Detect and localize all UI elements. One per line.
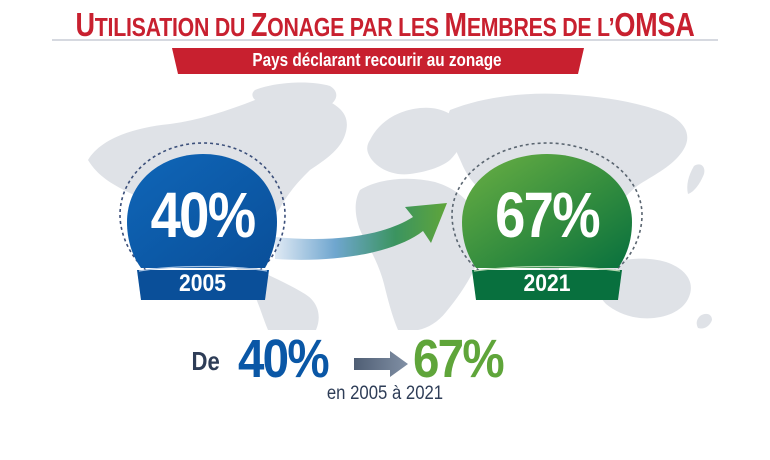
summary-prefix: De [191,346,220,376]
title-part: TILISATION DU [94,12,251,42]
map-europe [367,107,464,175]
title-part: Z [250,6,268,43]
subtitle-text: Pays déclarant recourir au zonage [252,50,502,70]
title-part: EMBRES DE L’ [466,12,615,42]
summary: De 40% 67% en 2005 à 2021 [0,329,770,410]
title-part: U [75,6,95,43]
page-title: UTILISATION DU ZONAGE PAR LES MEMBRES DE… [69,6,700,44]
badge-2005-year: 2005 [179,270,226,297]
badge-2005-value: 40% [150,179,256,251]
summary-from-value: 40% [238,329,330,389]
summary-arrow-icon [354,351,408,377]
title-part: OMSA [614,6,695,43]
map-new-zealand [696,313,712,329]
map-africa [355,178,482,330]
summary-to-value: 67% [413,329,505,389]
summary-caption: en 2005 à 2021 [326,383,444,404]
title-part: M [444,6,468,43]
badge-2005: 40% 2005 [115,140,290,300]
map-japan [687,164,705,194]
badge-2021-shape [451,142,643,300]
badge-2021: 67% 2021 [448,140,646,300]
banner-shape [172,48,584,74]
subtitle-banner: Pays déclarant recourir au zonage [170,47,584,75]
badge-2005-shape [119,142,286,300]
badge-2021-year: 2021 [523,270,571,297]
badge-2021-value: 67% [495,179,600,251]
title-part: ONAGE PAR LES [267,12,445,42]
title-divider [52,39,718,41]
growth-arrow [275,203,447,260]
map-greenland [252,82,337,112]
